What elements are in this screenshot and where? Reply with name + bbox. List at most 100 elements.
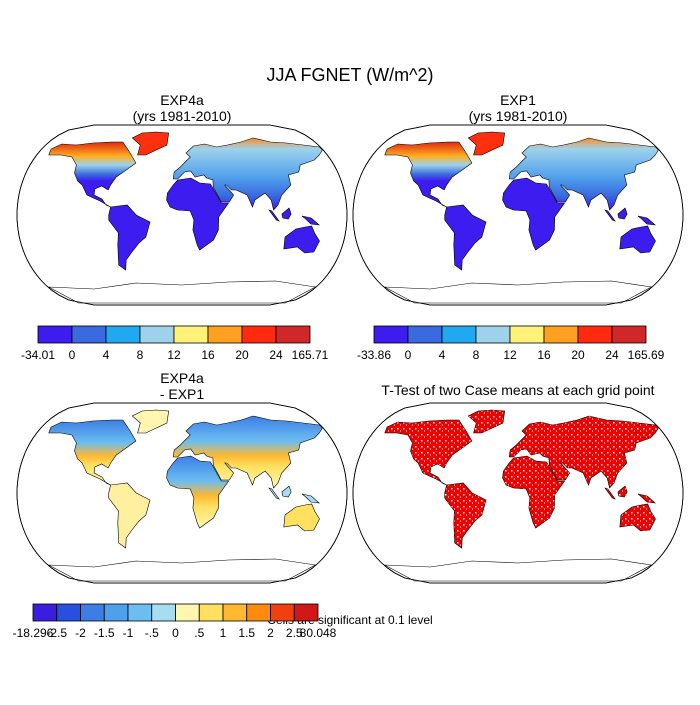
- land: [384, 419, 473, 486]
- land: [48, 280, 317, 304]
- panel-title: EXP1: [500, 92, 536, 108]
- panel-title: - EXP1: [160, 386, 205, 402]
- land: [268, 209, 280, 222]
- land: [48, 141, 137, 208]
- colorbar-label: 165.69: [628, 348, 665, 362]
- colorbar-box: [198, 603, 224, 622]
- colorbar-box: [270, 603, 295, 622]
- land: [48, 558, 317, 582]
- colorbar-box: [275, 325, 311, 344]
- colorbar-label: 1: [220, 626, 227, 640]
- colorbar-box: [222, 603, 248, 622]
- map-frame-outline: [16, 402, 348, 584]
- land: [604, 209, 616, 222]
- colorbar-box: [151, 603, 176, 622]
- land: [444, 204, 487, 271]
- colorbar-label: 2.5: [286, 626, 303, 640]
- colorbar-label: 12: [167, 348, 181, 362]
- land: [508, 137, 659, 211]
- land: [108, 204, 151, 271]
- map-frame-outline: [352, 402, 684, 584]
- land: [619, 503, 656, 532]
- colorbar-label: .5: [194, 626, 204, 640]
- land: [384, 280, 653, 304]
- colorbar-box: [611, 325, 647, 344]
- colorbar-box: [577, 325, 613, 344]
- colorbar-label: 4: [439, 348, 446, 362]
- panel-title: (yrs 1981-2010): [469, 108, 568, 124]
- colorbar-box: [105, 325, 141, 344]
- colorbar-label: -2: [75, 626, 86, 640]
- colorbar-box: [103, 603, 129, 622]
- land: [604, 487, 616, 500]
- panel-title: EXP4a: [160, 370, 204, 386]
- colorbar-box: [407, 325, 443, 344]
- colorbar-box: [475, 325, 511, 344]
- colorbar-box: [56, 603, 81, 622]
- colorbar-label: -34.01: [21, 348, 55, 362]
- land: [637, 493, 657, 504]
- land: [108, 482, 151, 549]
- land: [281, 207, 292, 220]
- colorbar-label: -.5: [145, 626, 159, 640]
- land: [508, 415, 659, 489]
- colorbar-label: 0: [405, 348, 412, 362]
- land: [131, 409, 170, 434]
- figure-title: JJA FGNET (W/m^2): [266, 65, 433, 85]
- land: [444, 482, 487, 549]
- colorbar-label: -18.296: [13, 626, 54, 640]
- land: [384, 141, 473, 208]
- land: [283, 503, 320, 532]
- colorbar-label: 16: [537, 348, 551, 362]
- panel-title: T-Test of two Case means at each grid po…: [381, 382, 654, 398]
- colorbar-box: [241, 325, 277, 344]
- colorbar-label: 0: [69, 348, 76, 362]
- land: [617, 207, 628, 220]
- land: [502, 455, 566, 529]
- colorbar-label: 165.71: [292, 348, 329, 362]
- colorbar-label: -33.86: [357, 348, 391, 362]
- land: [48, 419, 137, 486]
- colorbar-label: -1.5: [94, 626, 115, 640]
- colorbar-label: 2: [267, 626, 274, 640]
- colorbar-label: 4: [103, 348, 110, 362]
- colorbar-label: -2.5: [46, 626, 67, 640]
- land: [131, 131, 170, 156]
- land: [172, 415, 323, 489]
- land: [301, 493, 321, 504]
- colorbar-label: 24: [269, 348, 283, 362]
- colorbar-box: [32, 603, 58, 622]
- colorbar-box: [543, 325, 579, 344]
- land: [467, 131, 506, 156]
- colorbar-box: [173, 325, 209, 344]
- land: [502, 177, 566, 251]
- land: [384, 558, 653, 582]
- colorbar-box: [373, 325, 409, 344]
- colorbar-box: [37, 325, 73, 344]
- colorbar-box: [127, 603, 153, 622]
- colorbar-label: 1.5: [238, 626, 255, 640]
- colorbar-box: [509, 325, 545, 344]
- colorbar-label: 12: [503, 348, 517, 362]
- colorbar-box: [293, 603, 319, 622]
- land: [268, 487, 280, 500]
- colorbar-label: 20: [235, 348, 249, 362]
- panel-title: EXP4a: [160, 92, 204, 108]
- colorbar-label: 20: [571, 348, 585, 362]
- colorbar-box: [80, 603, 105, 622]
- land: [172, 137, 323, 211]
- land: [166, 177, 230, 251]
- land: [617, 485, 628, 498]
- colorbar-label: 0: [172, 626, 179, 640]
- map-frame-outline: [16, 124, 348, 306]
- colorbar-box: [175, 603, 200, 622]
- colorbar-label: -1: [123, 626, 134, 640]
- colorbar-label: 24: [605, 348, 619, 362]
- colorbar-label: 16: [201, 348, 215, 362]
- land: [281, 485, 292, 498]
- colorbar-box: [207, 325, 243, 344]
- land: [619, 225, 656, 254]
- colorbar-label: 8: [137, 348, 144, 362]
- colorbar-box: [441, 325, 477, 344]
